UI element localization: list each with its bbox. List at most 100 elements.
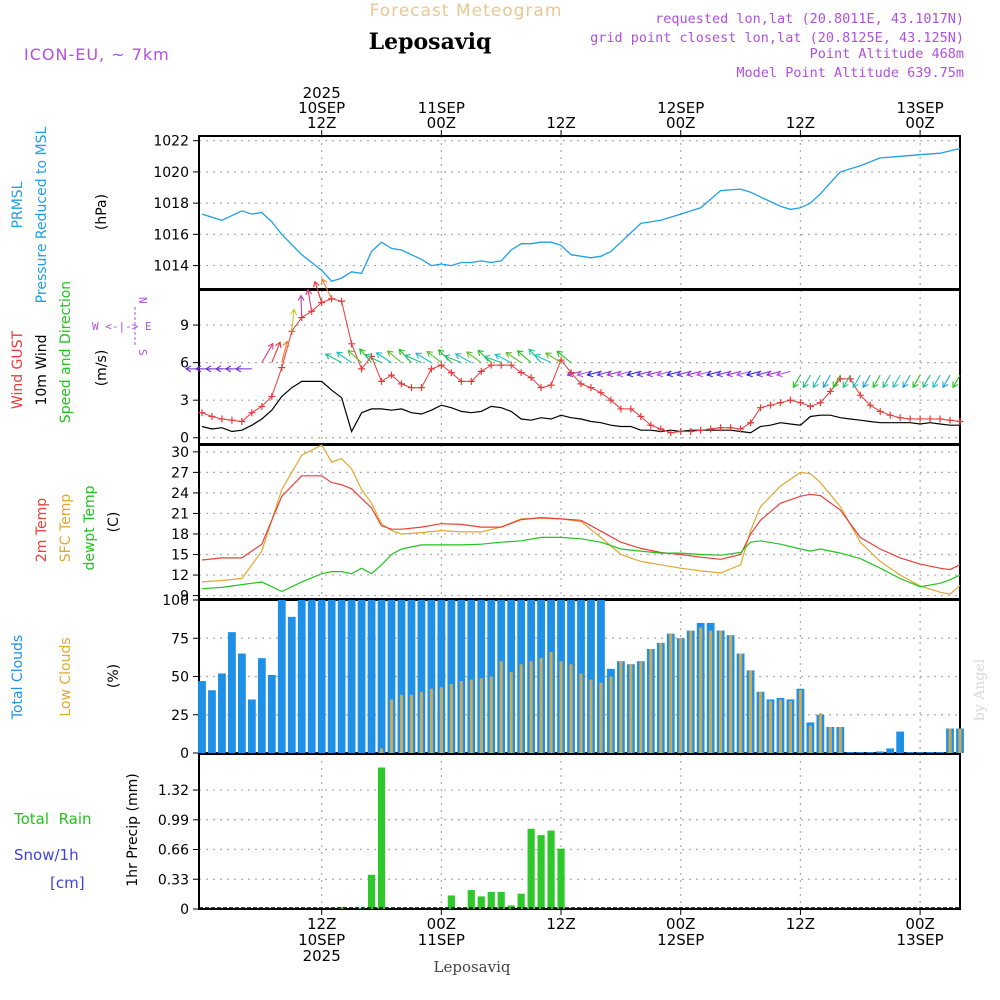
- wind-direction-arrow: [616, 370, 632, 378]
- y-tick-label: 1020: [153, 165, 189, 181]
- t2m-label: 2m Temp: [34, 498, 50, 562]
- y-tick-label: 3: [180, 393, 189, 409]
- rain-bar: [487, 891, 495, 909]
- rain-bar: [557, 848, 565, 909]
- requested-coords: requested lon,lat (20.8011E, 43.1017N): [655, 11, 964, 27]
- low-clouds-bar: [489, 676, 493, 753]
- gust-marker: [786, 396, 794, 404]
- low-clouds-bar: [399, 694, 404, 753]
- wind-direction-arrow: [706, 370, 721, 378]
- x-tick-label-top: 12SEP: [657, 99, 704, 117]
- y-tick-label: 30: [171, 445, 189, 461]
- gust-marker: [577, 380, 585, 388]
- x-tick-label-top: 13SEP: [897, 99, 944, 117]
- wind-direction-arrow: [454, 353, 472, 364]
- gust-marker: [338, 297, 346, 305]
- total-clouds-bar: [856, 752, 865, 753]
- wind-direction-arrow: [755, 370, 771, 378]
- gust-marker: [597, 389, 605, 397]
- wind-direction-arrow: [882, 374, 891, 389]
- total-clouds-bar: [287, 616, 296, 753]
- rain-bar: [497, 891, 505, 909]
- total-clouds-bar: [447, 600, 456, 753]
- gust-marker: [497, 361, 505, 369]
- snow-label: Snow/1h: [14, 846, 79, 864]
- x-tick-label-bottom: 00Z: [905, 915, 934, 933]
- wind-direction-arrow: [465, 351, 482, 364]
- gust-marker: [766, 401, 774, 409]
- x-tick-label-bottom: 00Z: [427, 915, 456, 933]
- rain-bar: [467, 890, 475, 909]
- x-tick-label-bottom: 12Z: [546, 915, 575, 933]
- low-clouds-bar: [798, 690, 802, 753]
- total-clouds-bar: [307, 600, 316, 753]
- wind-direction-arrow: [852, 374, 861, 389]
- wind-unit: (m/s): [94, 350, 110, 387]
- low-clouds-bar: [409, 694, 413, 753]
- wind-direction-arrow: [922, 374, 931, 389]
- rain-bar: [477, 896, 485, 909]
- low-clouds-bar: [609, 676, 613, 753]
- total-clouds-bar: [267, 674, 276, 753]
- low-clouds-bar: [519, 664, 523, 753]
- gust-marker: [358, 365, 366, 373]
- total-clouds-bar: [477, 600, 486, 753]
- wind-direction-arrow: [324, 353, 342, 364]
- low-clouds-bar: [828, 726, 832, 753]
- low-clouds-bar: [449, 684, 453, 753]
- wind-direction-arrow: [812, 374, 821, 389]
- total-clouds-bar: [257, 658, 266, 753]
- wind-direction-arrow: [872, 374, 881, 389]
- gust-marker: [717, 424, 725, 432]
- gust-marker: [238, 417, 246, 425]
- gust-marker: [258, 402, 266, 410]
- gust-marker: [886, 411, 894, 419]
- y-tick-label: 1.32: [158, 783, 189, 799]
- gust-marker: [348, 340, 356, 348]
- panel-frame: [198, 753, 961, 910]
- wind-direction-arrow: [676, 370, 691, 378]
- low-clouds-bar: [479, 678, 483, 753]
- gust-marker: [417, 384, 425, 392]
- y-tick-label: 15: [171, 548, 189, 564]
- compass-south: S: [136, 349, 149, 356]
- gust-marker: [816, 399, 824, 407]
- low-clouds-bar: [958, 728, 962, 753]
- wind-direction-arrow: [646, 370, 661, 378]
- gust-marker: [826, 387, 834, 395]
- wind-direction-arrow: [636, 370, 651, 378]
- credit-watermark: by Angel: [972, 658, 988, 721]
- gust-marker: [926, 415, 934, 423]
- wind-direction-arrow: [726, 370, 741, 378]
- pressure-line: [201, 147, 961, 282]
- gust-marker: [218, 415, 226, 423]
- wind-direction-arrow: [606, 370, 622, 378]
- wind-direction-arrow: [494, 353, 512, 364]
- total-clouds-bar: [876, 751, 885, 753]
- rain-bar: [447, 895, 455, 909]
- total-clouds-bar: [367, 600, 376, 753]
- panel-frame: [198, 135, 961, 290]
- low-clouds-bar: [509, 671, 513, 753]
- gust-marker: [447, 369, 455, 377]
- wind-direction-arrow: [566, 370, 582, 378]
- x-tick-label-top: 10SEP: [298, 99, 345, 117]
- y-tick-label: 75: [171, 631, 189, 647]
- x-tick-label-top: 12Z: [786, 114, 815, 132]
- gust-marker: [248, 409, 256, 417]
- wind-label: 10m Wind: [34, 334, 50, 405]
- low-clouds-bar: [619, 661, 623, 753]
- rain-bar: [517, 893, 525, 909]
- dewpt-label: dewpt Temp: [82, 485, 98, 570]
- low-clouds-bar: [549, 652, 553, 753]
- gust-marker: [697, 426, 705, 434]
- low-clouds-bar: [639, 661, 643, 753]
- y-tick-label: 1018: [153, 196, 189, 212]
- total-clouds-bar: [317, 600, 326, 753]
- x-tick-label-bottom: 2025: [303, 947, 341, 965]
- low-clouds-label: Low Clouds: [58, 637, 74, 716]
- total-clouds-bar: [247, 699, 256, 753]
- wind-direction-arrow: [297, 294, 305, 318]
- gust-marker: [457, 377, 465, 385]
- wind-direction-arrow: [234, 365, 252, 373]
